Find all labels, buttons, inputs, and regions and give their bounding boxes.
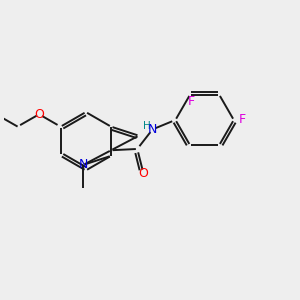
Text: N: N	[79, 158, 88, 171]
Text: O: O	[138, 167, 148, 179]
Text: F: F	[188, 95, 195, 109]
Text: H: H	[143, 121, 151, 131]
Text: N: N	[148, 123, 157, 136]
Text: O: O	[34, 108, 44, 121]
Text: F: F	[238, 113, 245, 126]
